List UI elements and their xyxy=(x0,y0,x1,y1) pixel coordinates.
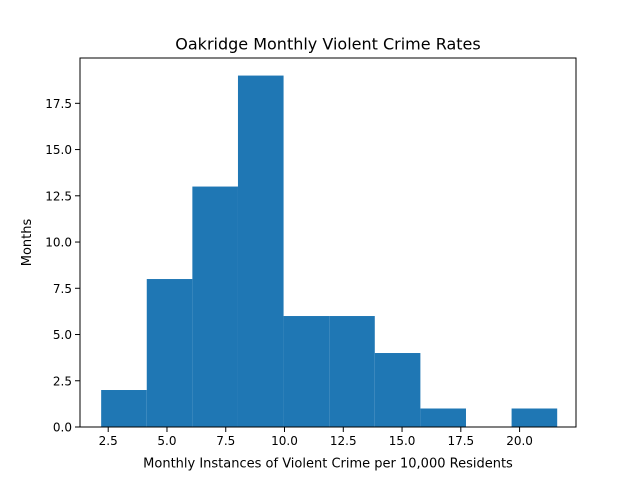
histogram-bar-0 xyxy=(101,390,147,427)
x-tick-label-1: 5.0 xyxy=(157,434,176,448)
y-tick-label-5: 12.5 xyxy=(45,189,72,203)
axes-frame xyxy=(79,57,577,428)
y-tick-label-7: 17.5 xyxy=(45,97,72,111)
x-axis-label: Monthly Instances of Violent Crime per 1… xyxy=(143,457,513,472)
histogram-bar-3 xyxy=(237,75,284,428)
x-tick-label-4: 12.5 xyxy=(330,434,357,448)
histogram-bar-6 xyxy=(374,353,421,427)
y-axis-label: Months xyxy=(20,219,35,267)
histogram-bar-2 xyxy=(192,186,238,427)
histogram-bar-9 xyxy=(511,408,558,427)
x-tick-label-6: 17.5 xyxy=(447,434,474,448)
y-tick-label-6: 15.0 xyxy=(45,143,72,157)
x-tick-label-2: 7.5 xyxy=(216,434,235,448)
x-tick-label-7: 20.0 xyxy=(506,434,533,448)
y-tick-label-3: 7.5 xyxy=(53,282,72,296)
x-tick-label-0: 2.5 xyxy=(99,434,118,448)
histogram-bar-7 xyxy=(420,408,466,427)
histogram-bar-5 xyxy=(329,316,375,427)
x-tick-label-5: 15.0 xyxy=(389,434,416,448)
ticks-layer: 2.5 5.0 7.5 10.0 12.5 15.0 17.5 20.0 0.0 2.5 5.0 7.… xyxy=(45,97,533,448)
y-tick-label-0: 0.0 xyxy=(53,421,72,435)
histogram-bar-1 xyxy=(146,279,193,427)
y-tick-label-1: 2.5 xyxy=(53,374,72,388)
histogram-bar-4 xyxy=(283,316,330,427)
chart-title: Oakridge Monthly Violent Crime Rates xyxy=(175,35,480,54)
x-tick-label-3: 10.0 xyxy=(271,434,298,448)
y-tick-label-2: 5.0 xyxy=(53,328,72,342)
bars-layer xyxy=(101,75,558,428)
y-tick-label-4: 10.0 xyxy=(45,236,72,250)
